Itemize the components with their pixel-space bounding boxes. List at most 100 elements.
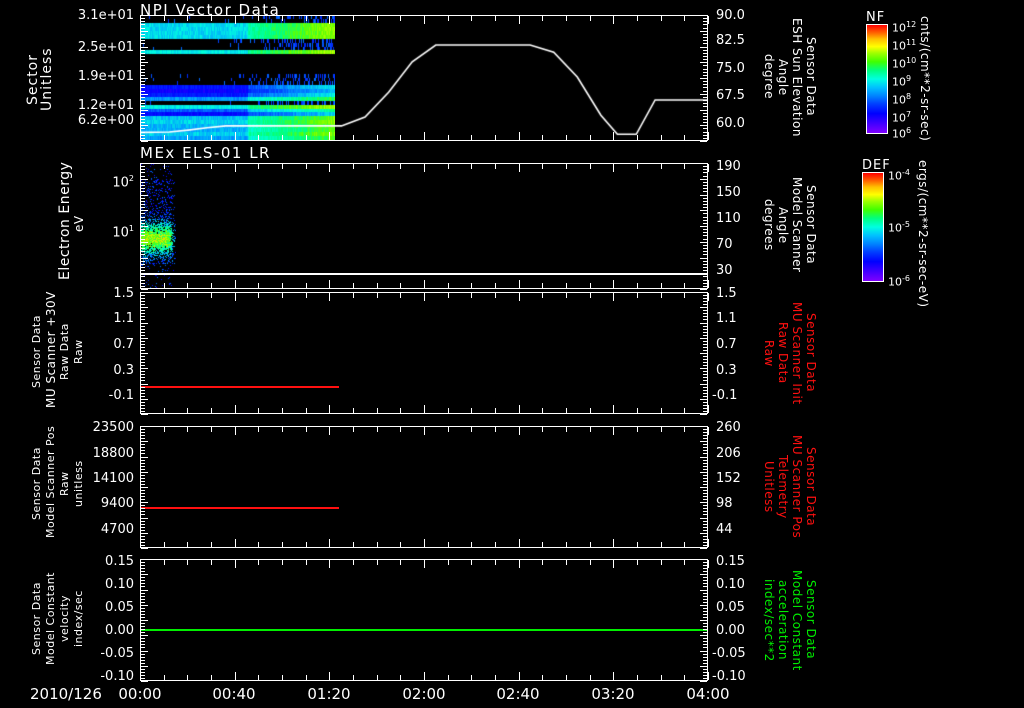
tick-mark	[703, 586, 707, 588]
tick-mark	[660, 135, 662, 140]
tick-mark	[700, 273, 707, 275]
tick-mark	[424, 672, 425, 680]
tick-mark	[141, 340, 145, 342]
tick-mark	[700, 292, 707, 293]
tick-mark	[141, 169, 145, 171]
panel-1-left-tick-4: 6.2e+00	[77, 113, 134, 128]
tick-mark	[141, 365, 145, 367]
tick-mark	[141, 383, 148, 385]
panel-2-right-tick-3: 70	[716, 237, 733, 252]
tick-mark	[305, 164, 307, 169]
panel-3-left-axis-label-line-4: Raw	[72, 339, 85, 365]
tick-mark	[282, 675, 283, 680]
tick-mark	[703, 668, 707, 670]
tick-mark	[305, 427, 307, 432]
panel-5-left-tick-4: -0.05	[100, 646, 134, 661]
tick-mark	[258, 427, 260, 432]
tick-mark	[376, 675, 378, 680]
tick-mark	[703, 65, 707, 67]
tick-mark	[700, 241, 707, 243]
tick-mark	[187, 427, 189, 432]
tick-mark	[703, 313, 707, 315]
tick-mark	[700, 125, 707, 127]
panel-5-left-tick-5: -0.10	[100, 669, 134, 684]
tick-mark	[141, 496, 145, 498]
tick-mark	[141, 398, 148, 400]
tick-mark	[141, 251, 145, 253]
tick-mark	[141, 607, 145, 609]
tick-mark	[495, 16, 496, 21]
tick-mark	[708, 539, 709, 547]
tick-mark	[471, 135, 473, 140]
panel-3-left-tick-3: 0.3	[113, 363, 134, 378]
tick-mark	[703, 340, 707, 342]
tick-mark	[258, 408, 260, 413]
panel-4-right-tick-0: 260	[716, 420, 741, 435]
tick-mark	[140, 672, 141, 680]
tick-mark	[703, 453, 707, 455]
tick-mark	[700, 589, 707, 591]
tick-mark	[376, 135, 378, 140]
tick-mark	[703, 49, 707, 51]
tick-mark	[708, 164, 709, 172]
tick-mark	[703, 59, 707, 61]
tick-mark	[703, 435, 707, 437]
tick-mark	[141, 175, 145, 177]
tick-mark	[305, 675, 307, 680]
tick-mark	[471, 164, 473, 169]
tick-mark	[141, 307, 148, 309]
tick-mark	[637, 164, 638, 169]
tick-mark	[305, 283, 307, 288]
tick-mark	[141, 665, 148, 667]
tick-mark	[353, 135, 354, 140]
tick-mark	[703, 562, 707, 564]
panel-5-left-tick-2: 0.05	[105, 600, 134, 615]
tick-mark	[376, 283, 378, 288]
tick-mark	[141, 562, 145, 564]
tick-mark	[708, 560, 709, 568]
tick-mark	[141, 33, 145, 35]
tick-mark	[684, 560, 686, 565]
tick-mark	[282, 427, 283, 432]
tick-mark	[703, 43, 707, 45]
panel-5-plot-frame	[140, 559, 708, 681]
tick-mark	[613, 560, 615, 568]
tick-mark	[542, 408, 544, 413]
tick-mark	[141, 441, 148, 443]
tick-mark	[163, 675, 165, 680]
panel-1-left-axis-label: Sector Unitless	[25, 24, 55, 134]
tick-mark	[703, 371, 707, 373]
tick-mark	[708, 16, 709, 24]
tick-mark	[141, 260, 145, 262]
tick-mark	[703, 316, 707, 318]
tick-mark	[141, 499, 145, 501]
tick-mark	[703, 37, 707, 39]
tick-mark	[141, 241, 148, 243]
tick-mark	[141, 59, 145, 61]
tick-mark	[700, 368, 707, 370]
tick-mark	[141, 493, 145, 495]
tick-mark	[258, 16, 260, 21]
tick-mark	[141, 541, 145, 543]
tick-mark	[703, 137, 707, 139]
tick-mark	[471, 293, 473, 298]
tick-mark	[542, 293, 544, 298]
tick-mark	[471, 283, 473, 288]
def-colorbar-tick-0: 10-4	[888, 168, 910, 183]
tick-mark	[141, 90, 145, 92]
tick-mark	[703, 128, 707, 130]
panel-1-right-axis-label-line-2: ESH Sun Elevation	[790, 17, 804, 137]
tick-mark	[424, 293, 425, 301]
tick-mark	[684, 408, 686, 413]
tick-mark	[495, 135, 496, 140]
tick-mark	[684, 164, 686, 169]
tick-mark	[141, 529, 145, 531]
tick-mark	[495, 560, 496, 565]
tick-mark	[637, 427, 638, 432]
tick-mark	[141, 650, 148, 652]
tick-mark	[234, 560, 236, 568]
tick-mark	[211, 283, 212, 288]
tick-mark	[703, 263, 707, 265]
tick-mark	[703, 404, 707, 406]
panel-2-left-axis-label-line-2: eV	[72, 215, 86, 233]
